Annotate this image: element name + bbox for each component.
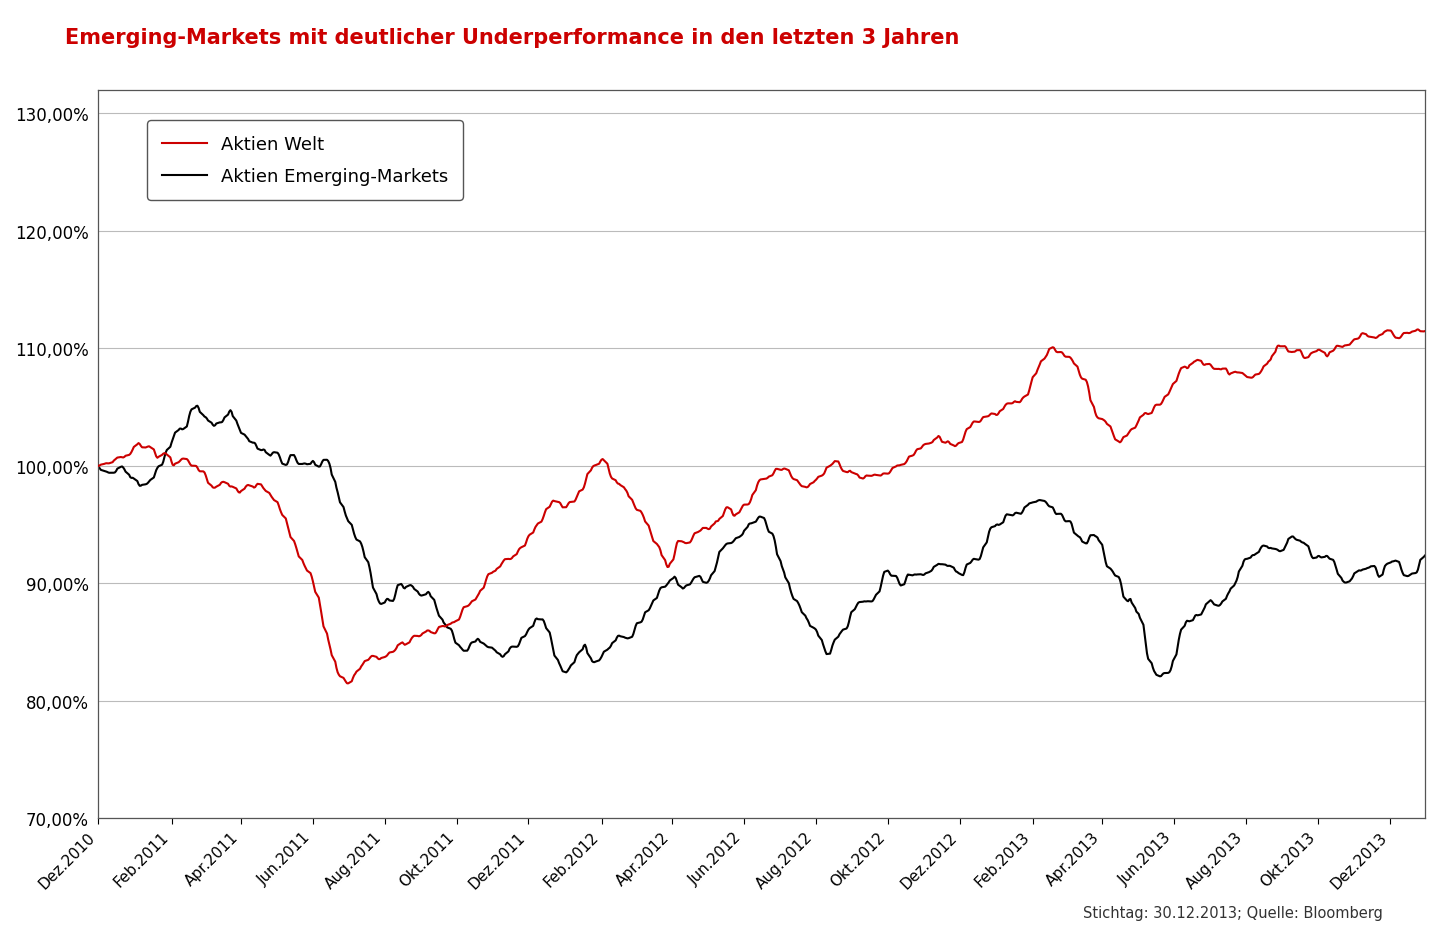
Legend: Aktien Welt, Aktien Emerging-Markets: Aktien Welt, Aktien Emerging-Markets bbox=[147, 122, 464, 201]
Text: Emerging-Markets mit deutlicher Underperformance in den letzten 3 Jahren: Emerging-Markets mit deutlicher Underper… bbox=[65, 28, 959, 48]
Line: Aktien Emerging-Markets: Aktien Emerging-Markets bbox=[98, 406, 1426, 677]
Text: Stichtag: 30.12.2013; Quelle: Bloomberg: Stichtag: 30.12.2013; Quelle: Bloomberg bbox=[1083, 905, 1382, 920]
Line: Aktien Welt: Aktien Welt bbox=[98, 330, 1426, 683]
